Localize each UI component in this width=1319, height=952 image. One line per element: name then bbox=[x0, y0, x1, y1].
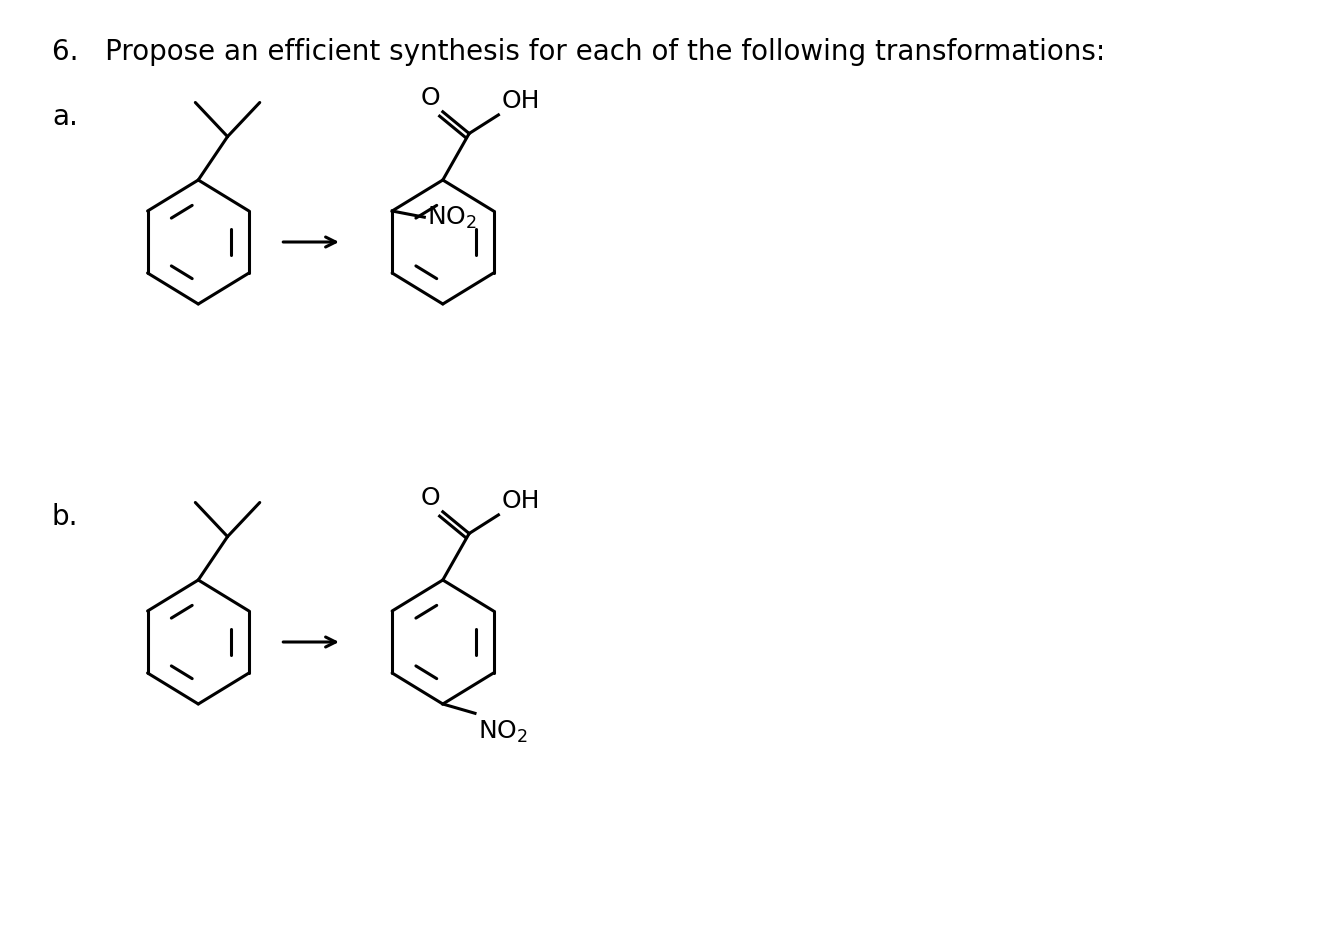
Text: O: O bbox=[421, 86, 441, 109]
Text: 6.   Propose an efficient synthesis for each of the following transformations:: 6. Propose an efficient synthesis for ea… bbox=[51, 38, 1105, 66]
Text: O: O bbox=[421, 486, 441, 509]
Text: a.: a. bbox=[51, 103, 78, 130]
Text: OH: OH bbox=[501, 89, 539, 112]
Text: NO$_2$: NO$_2$ bbox=[477, 719, 528, 744]
Text: OH: OH bbox=[501, 488, 539, 512]
Text: NO$_2$: NO$_2$ bbox=[427, 205, 477, 231]
Text: b.: b. bbox=[51, 503, 78, 530]
